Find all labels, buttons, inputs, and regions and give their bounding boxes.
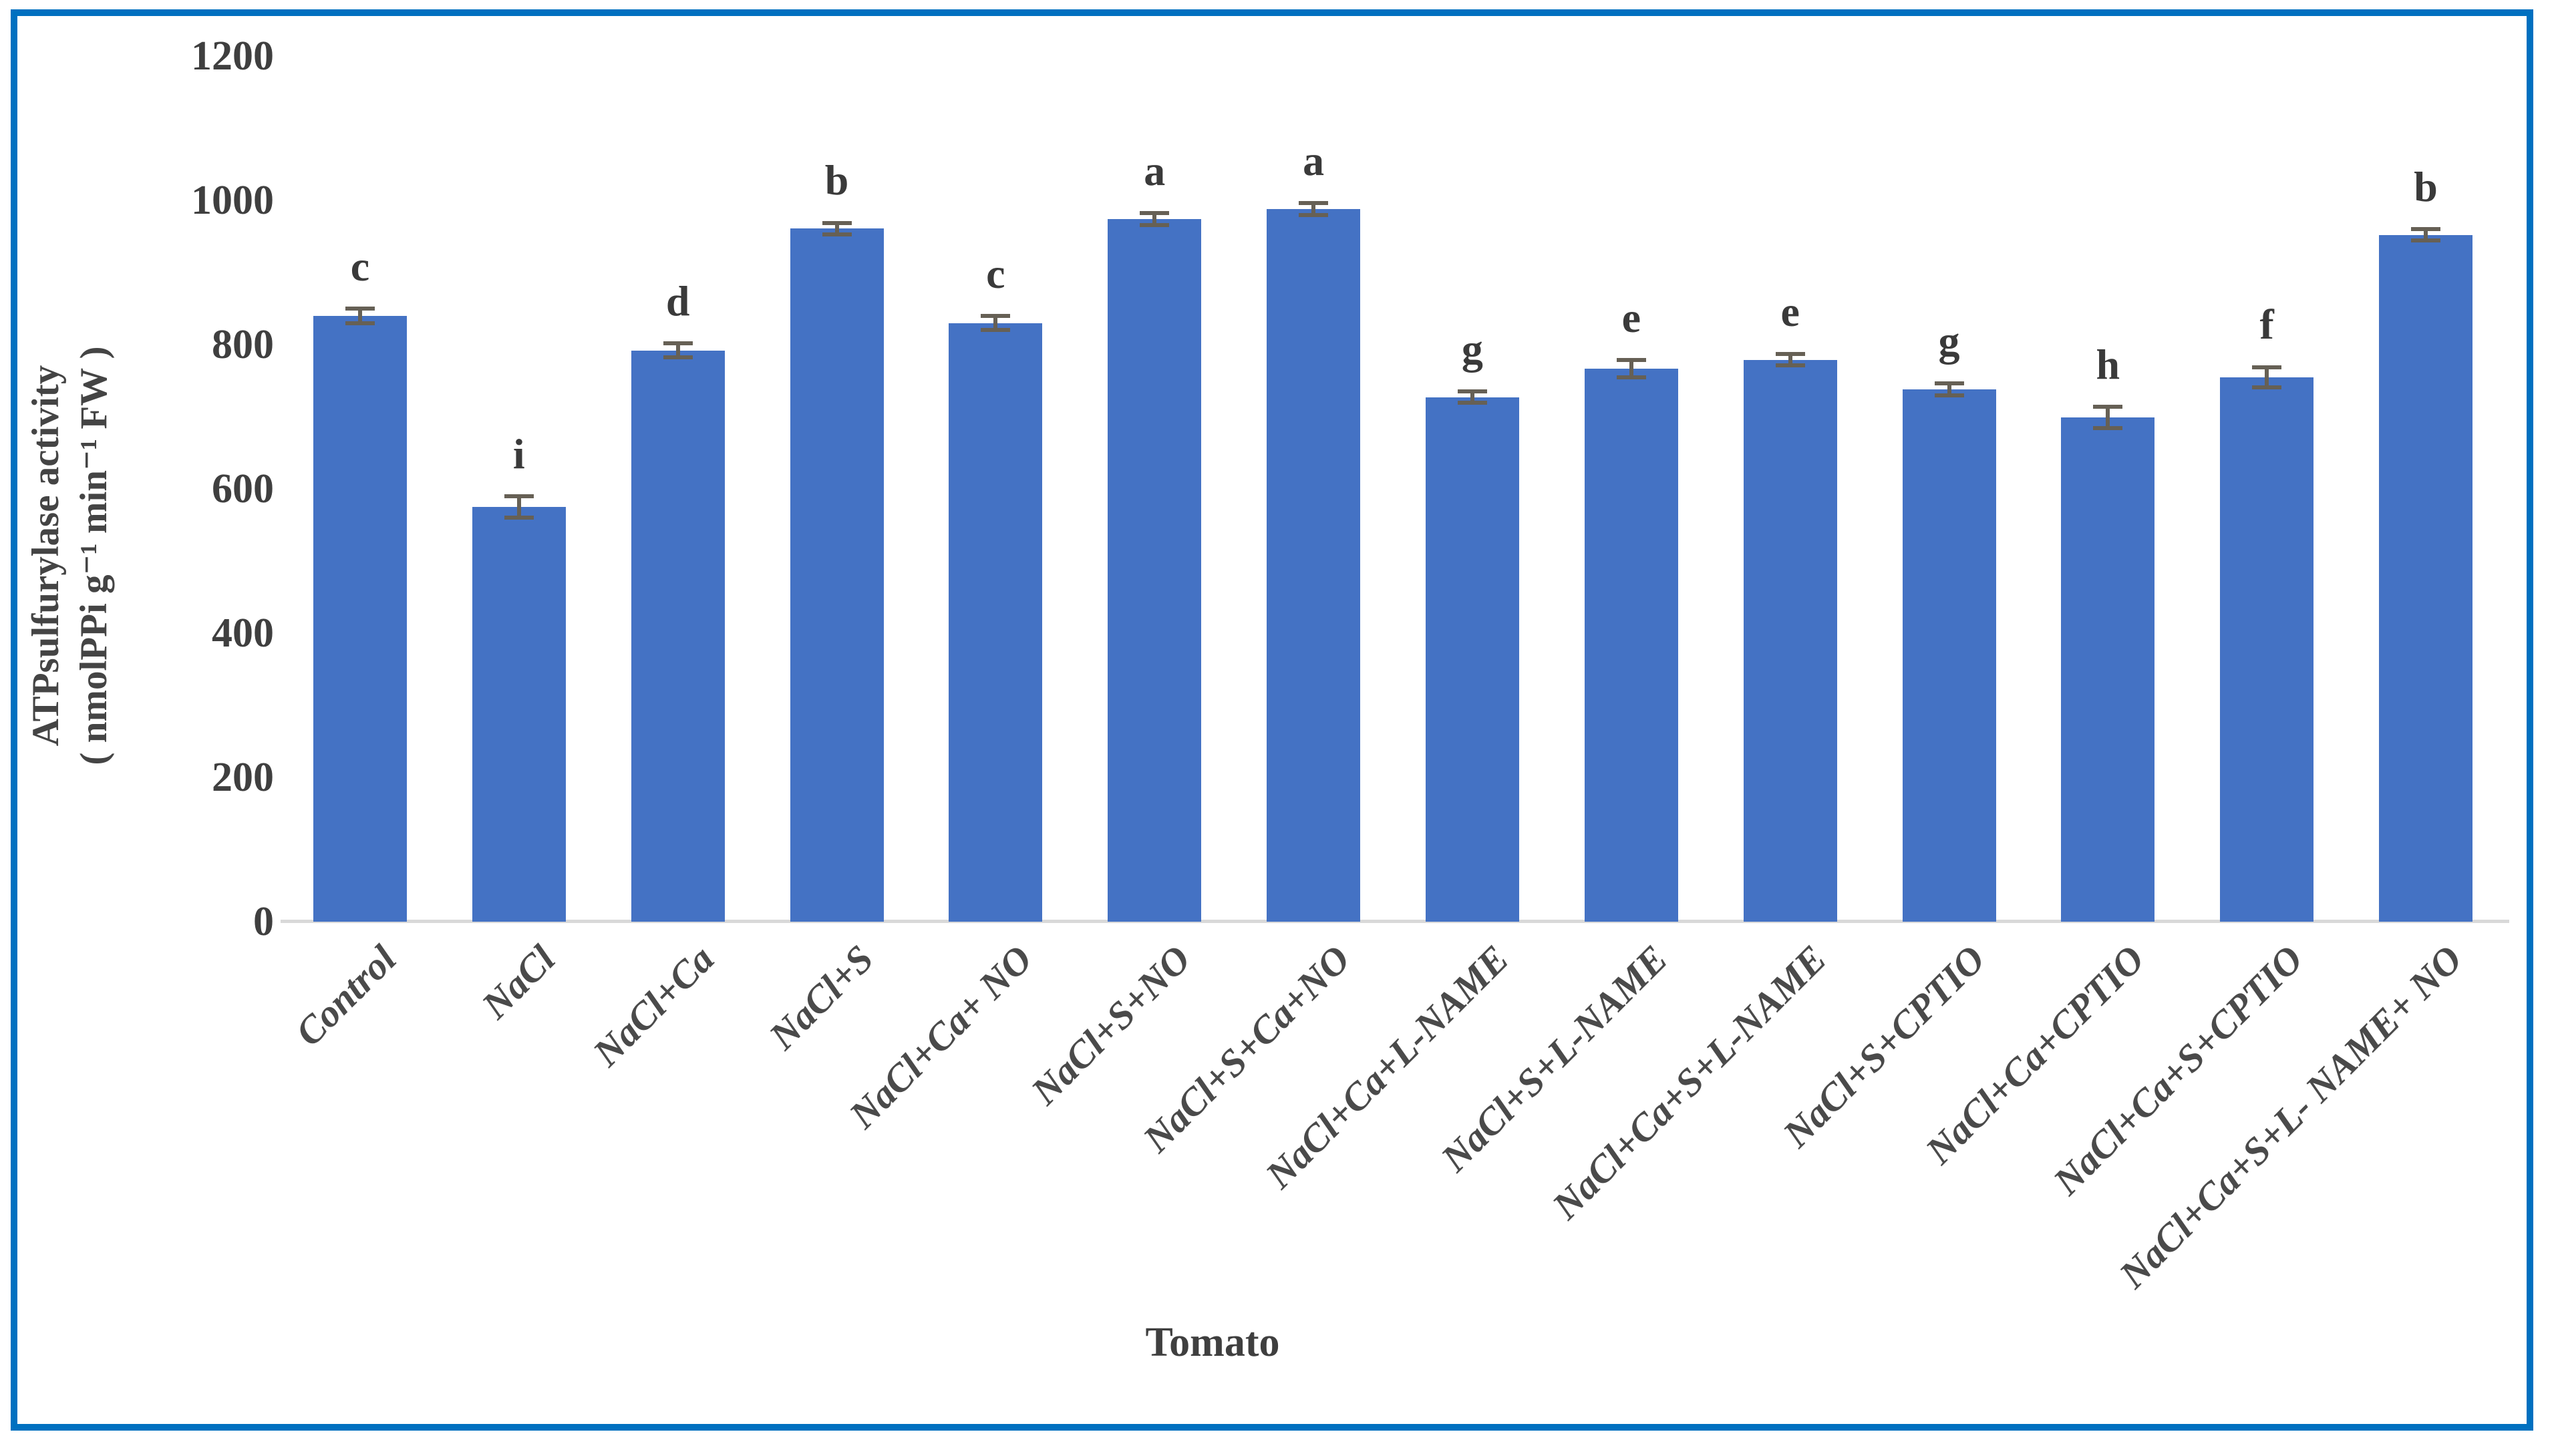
error-bar-cap [1616,375,1646,379]
significance-letter: e [1780,288,1800,336]
y-axis: 0 200 400 600 800 1000 1200 [80,0,274,1456]
error-bar-cap [1299,212,1329,217]
bar-NaCl+S+L-NAME [1584,357,1678,922]
y-tick-label: 200 [212,755,274,800]
bar-NaCl+Ca+ NO [949,313,1043,922]
plot-area: c i d b c a a g e e g h f b [281,56,2505,922]
significance-letter: c [350,242,370,290]
error-bar-cap [981,328,1011,333]
error-bar-cap [504,516,534,520]
error-bar [834,222,839,234]
significance-letter: b [824,156,849,204]
error-bar [675,343,680,358]
error-bar [2265,367,2269,387]
error-bar-cap [345,307,375,311]
bar-NaCl+Ca+S+L- NAME+ NO [2379,227,2473,922]
figure-border [11,9,2533,1431]
bar-Control [313,307,407,922]
error-bar-cap [981,313,1011,318]
error-bar-cap [345,321,375,325]
significance-letter: i [512,429,525,478]
bar-NaCl+S [790,220,884,922]
y-tick-label: 400 [212,610,274,656]
y-tick-label: 0 [253,899,274,944]
error-bar-cap [1934,381,1964,386]
error-bar-cap [2252,385,2282,389]
error-bar [2424,229,2428,241]
error-bar [1629,359,1633,377]
error-bar-cap [1934,393,1964,397]
error-bar-cap [1140,222,1170,227]
x-axis-line [281,920,2509,923]
significance-letter: h [2096,340,2120,388]
error-bar [1788,354,1792,366]
bar-NaCl+Ca+CPTIO [2061,404,2155,922]
y-tick-label: 800 [212,322,274,367]
error-bar-cap [2252,365,2282,369]
significance-letter: a [1144,147,1166,195]
significance-letter: e [1621,293,1641,341]
significance-letter: a [1303,137,1325,185]
error-bar-cap [2411,238,2441,243]
error-bar [2106,406,2110,429]
error-bar [516,496,521,518]
error-bar [993,315,998,331]
y-tick-label: 1000 [191,178,274,223]
significance-letter: g [1938,317,1960,365]
error-bar-cap [1457,401,1487,405]
significance-letter: f [2259,301,2274,349]
bar-NaCl+Ca+S+CPTIO [2220,365,2314,922]
error-bar-cap [1775,352,1805,357]
error-bar [1311,203,1316,215]
bar-NaCl+Ca+L-NAME [1425,389,1519,922]
error-bar-cap [822,220,852,225]
error-bar [1947,383,1951,395]
error-bar-cap [663,355,693,360]
x-axis-title: Tomato [1145,1320,1280,1365]
significance-letter: b [2414,163,2438,211]
error-bar [1152,213,1157,225]
significance-letter: g [1461,325,1483,373]
significance-letter: d [665,277,690,325]
error-bar-cap [1140,211,1170,216]
error-bar-cap [2411,227,2441,232]
y-tick-label: 1200 [191,33,274,79]
error-bar-cap [2093,426,2123,431]
error-bar-cap [1775,363,1805,368]
error-bar [1470,391,1474,403]
error-bar-cap [2093,404,2123,409]
bar-NaCl+S+Ca+NO [1267,201,1361,922]
error-bar [357,309,362,323]
bar-NaCl+S+CPTIO [1902,381,1996,922]
bar-NaCl+Ca [631,341,725,922]
error-bar-cap [822,232,852,236]
error-bar-cap [504,494,534,498]
bar-NaCl+S+NO [1108,211,1202,922]
bar-NaCl [472,494,566,922]
y-tick-label: 600 [212,466,274,512]
significance-letter: c [986,249,1005,297]
error-bar-cap [663,341,693,345]
bar-NaCl+Ca+S+L-NAME [1743,352,1837,922]
error-bar-cap [1616,357,1646,362]
y-axis-title-line1: ATPsulfurylase activity [25,365,67,747]
error-bar-cap [1299,201,1329,206]
error-bar-cap [1457,389,1487,394]
